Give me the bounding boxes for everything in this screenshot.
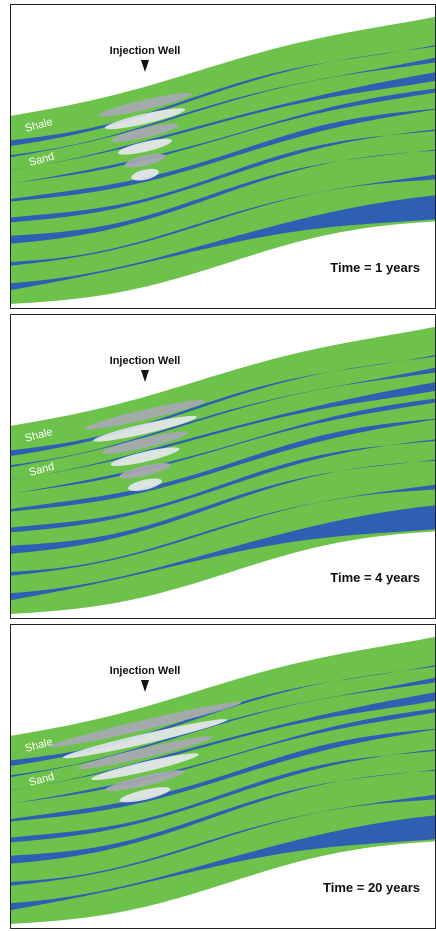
time-label: Time = 1 years [330,260,420,275]
well-label: Injection Well [110,665,181,677]
well-arrow [141,60,149,72]
well-arrow [141,680,149,692]
figure: Injection WellShaleSandTime = 1 years In… [0,0,436,931]
well-arrow [141,370,149,382]
well-label: Injection Well [110,45,181,57]
time-label: Time = 20 years [323,880,420,895]
well-label: Injection Well [110,355,181,367]
time-label: Time = 4 years [330,570,420,585]
